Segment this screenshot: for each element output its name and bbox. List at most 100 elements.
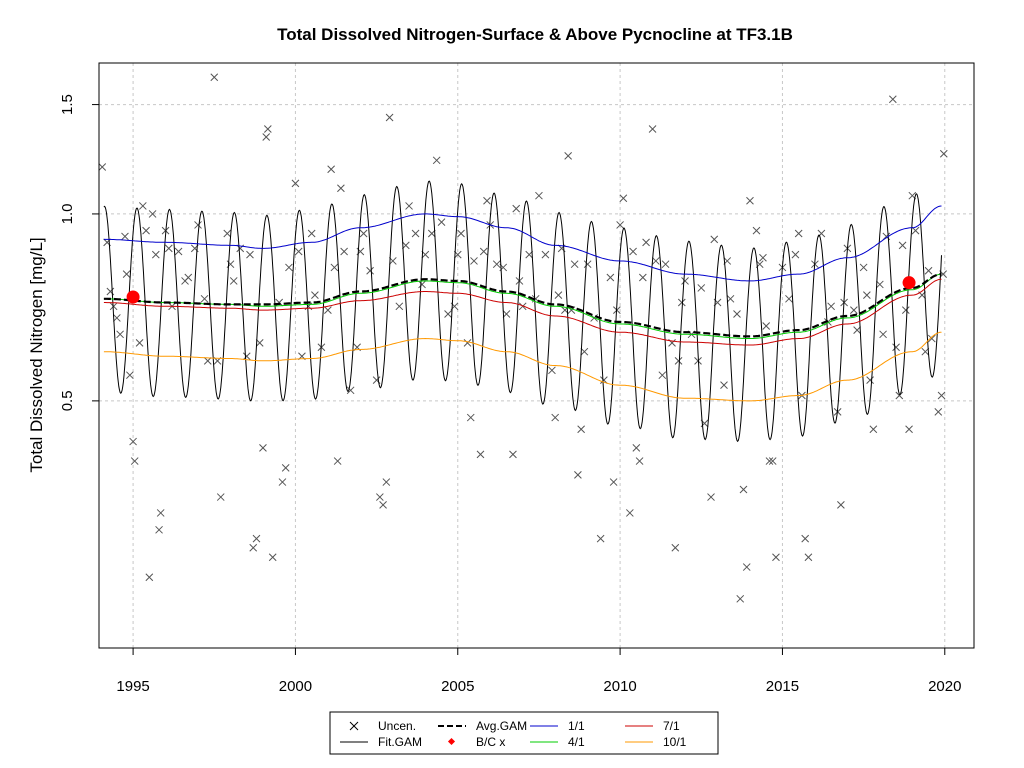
observation-point [401,241,410,250]
observation-point [210,73,219,82]
apr-line [103,273,942,339]
observation-point [129,437,137,446]
observation-point [155,525,163,534]
observation-point [223,229,232,238]
observation-point [411,229,420,238]
y-tick-label: 1.0 [59,204,76,225]
observation-point [863,291,871,299]
jul-line [103,278,942,346]
observation-point [333,457,342,465]
legend-item: Avg.GAM [438,719,527,733]
observation-point [574,471,582,479]
observation-point [869,425,878,434]
observation-point [762,322,771,330]
observation-point [638,273,647,282]
observation-point [710,235,719,244]
observation-point [483,196,491,205]
observation-point [548,366,556,375]
observation-point [164,244,173,253]
observation-point [259,444,267,452]
observation-point [596,534,605,543]
observation-point [671,543,680,552]
legend-box [329,711,719,755]
observation-point [109,302,118,311]
legend-item: B/C x [447,735,505,749]
observation-point [632,444,641,452]
observation-point [905,425,913,434]
observation-point [255,339,264,347]
observation-point [479,247,488,256]
observation-point [135,339,144,347]
observation-point [726,294,735,303]
observation-point [879,330,887,339]
observation-point [285,263,293,272]
observation-point [330,263,339,272]
observation-point [658,371,667,380]
oct-line [103,331,942,402]
observation-point [765,457,774,465]
legend-label: Uncen. [378,719,416,733]
observation-point [246,250,254,259]
observation-point [541,250,550,259]
observation-point [937,391,946,400]
observation-point [577,425,585,434]
observation-point [307,229,316,238]
grid-lines [99,63,974,648]
observation-point [707,493,715,501]
observation-point [432,156,441,165]
observation-point [385,113,394,122]
y-axis: 0.5 1.0 1.5 [59,94,99,411]
observation-point [629,247,637,256]
observation-point [801,534,810,543]
observation-point [174,247,183,256]
bc-markers [126,276,916,304]
legend-item: Fit.GAM [340,735,422,749]
observation-point [554,291,563,299]
observation-point [311,291,319,299]
observation-point [827,302,835,311]
observation-point [375,493,384,501]
observation-point [359,229,368,238]
observation-point [927,334,936,343]
observation-point [759,253,767,262]
observation-point [470,257,478,265]
observation-point [939,149,948,158]
observation-point [859,263,868,272]
observation-point [194,221,202,229]
observation-markers [98,73,948,603]
legend-label: 4/1 [568,735,585,749]
observation-point [535,191,543,200]
observation-point [418,280,426,289]
observation-point [804,553,813,562]
bc-point [126,290,140,304]
legend-item: Uncen. [349,719,416,733]
observation-point [427,229,436,238]
observation-point [229,277,238,285]
observation-point [609,478,618,486]
observation-point [463,339,472,347]
x-tick-label: 2000 [279,678,312,695]
observation-point [768,457,777,465]
observation-point [98,163,107,171]
observation-point [116,330,124,339]
observation-point [892,343,900,352]
observation-point [125,371,134,380]
legend-item: 1/1 [530,719,585,733]
observation-point [281,464,290,472]
observation-point [661,260,670,269]
observation-point [291,179,300,188]
observation-point [837,501,845,509]
observation-point [346,386,355,395]
x-tick-label: 2010 [603,678,636,695]
observation-point [476,450,485,459]
observation-point [772,553,780,562]
x-tick-label: 2005 [441,678,474,695]
observation-point [853,326,861,334]
observation-point [142,226,150,235]
observation-point [583,260,592,269]
y-tick-label: 0.5 [59,390,76,411]
observation-point [606,273,615,282]
legend-item: 10/1 [625,735,687,749]
observation-point [263,125,272,133]
observation-point [733,310,741,318]
